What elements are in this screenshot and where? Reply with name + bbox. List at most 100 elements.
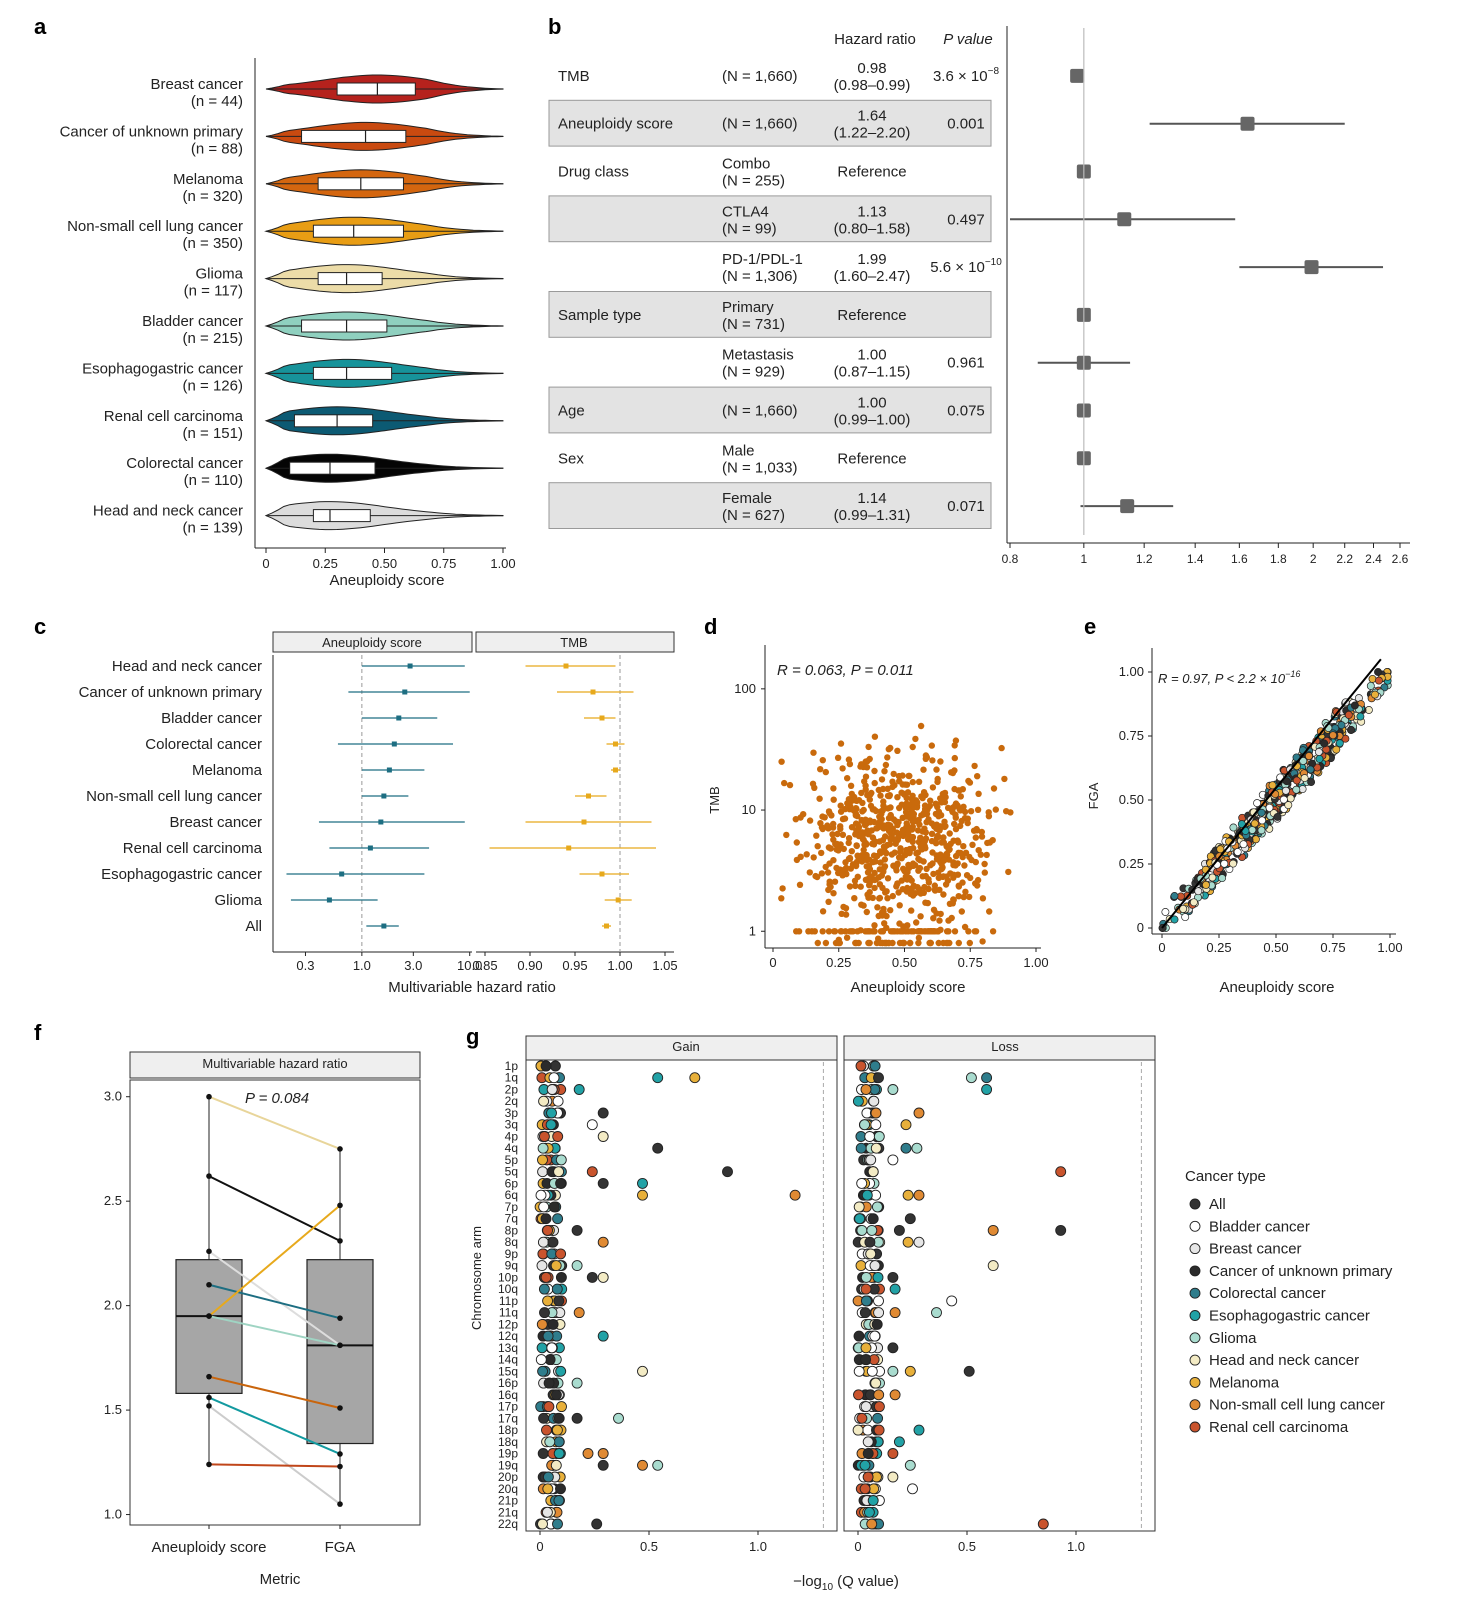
panel-g-point bbox=[637, 1177, 648, 1189]
panel-f-pair-line bbox=[208, 1405, 341, 1505]
panel-f-x-tick-label: FGA bbox=[325, 1539, 356, 1556]
panel-d-point bbox=[992, 806, 999, 813]
panel-f-pair-line bbox=[208, 1175, 341, 1242]
panel-d-point bbox=[921, 825, 928, 832]
panel-e-point bbox=[1299, 757, 1308, 765]
panel-g-point bbox=[859, 1459, 871, 1471]
panel-e-fit-line bbox=[1161, 658, 1382, 929]
panel-g-arm-label: 9p bbox=[505, 1247, 519, 1261]
panel-g-point bbox=[536, 1342, 548, 1354]
panel-d-x-tick-label: 0.75 bbox=[958, 955, 983, 970]
panel-d-point bbox=[885, 827, 893, 835]
panel-g-legend-key bbox=[1189, 1287, 1201, 1299]
panel-d-point bbox=[816, 795, 823, 802]
panel-g-frame-loss bbox=[843, 1059, 1156, 1532]
panel-g-point bbox=[887, 1154, 899, 1166]
panel-d-point bbox=[825, 928, 833, 935]
panel-d-point bbox=[796, 881, 804, 888]
panel-d-point bbox=[894, 747, 901, 754]
panel-d-point bbox=[967, 874, 974, 882]
panel-g-arm-label: 6p bbox=[505, 1176, 519, 1190]
panel-d-point bbox=[819, 908, 827, 915]
panel-f-point bbox=[337, 1315, 343, 1321]
panel-d-point bbox=[906, 849, 913, 857]
panel-d-point bbox=[846, 883, 854, 890]
panel-d-point bbox=[975, 790, 982, 797]
box bbox=[289, 461, 376, 475]
panel-g-point bbox=[542, 1330, 554, 1342]
forest-point bbox=[1304, 260, 1319, 275]
panel-g-legend-title: Cancer type bbox=[1185, 1168, 1266, 1185]
panel-letter-d: d bbox=[704, 614, 717, 639]
panel-d-point bbox=[940, 834, 947, 841]
panel-g-arm-label: 12p bbox=[498, 1317, 518, 1331]
panel-d-point bbox=[783, 831, 790, 839]
panel-d-point bbox=[850, 807, 857, 814]
table-level: Primary bbox=[722, 299, 774, 316]
panel-g-point bbox=[553, 1436, 565, 1448]
panel-g-point bbox=[543, 1401, 555, 1413]
panel-d-point bbox=[967, 808, 975, 815]
panel-g-point bbox=[553, 1166, 565, 1178]
panel-d-point bbox=[946, 830, 953, 837]
box bbox=[312, 224, 404, 238]
panel-d-point bbox=[862, 786, 869, 793]
panel-d-point bbox=[932, 887, 939, 894]
panel-g-point bbox=[552, 1095, 564, 1107]
panel-g-point bbox=[553, 1412, 565, 1424]
panel-g-legend-label: Non-small cell lung cancer bbox=[1209, 1397, 1385, 1414]
panel-g-legend-key bbox=[1189, 1332, 1201, 1344]
panel-g-point bbox=[573, 1307, 585, 1319]
panel-g-arm-label: 1q bbox=[505, 1071, 518, 1085]
panel-c-point-right bbox=[563, 663, 569, 669]
panel-g-point bbox=[586, 1119, 598, 1131]
panel-d-point bbox=[858, 901, 865, 908]
panel-d-point bbox=[834, 830, 841, 838]
panel-d-point bbox=[860, 846, 867, 854]
panel-d-point bbox=[854, 821, 861, 828]
table-n: (N = 1,660) bbox=[722, 68, 797, 85]
panel-c-tick-label-left: 1.0 bbox=[353, 958, 371, 973]
panel-d-point bbox=[878, 776, 886, 783]
panel-g-point bbox=[597, 1448, 609, 1459]
panel-d-point bbox=[814, 843, 821, 850]
table-variable: Age bbox=[558, 403, 585, 420]
panel-a-violin: 0 0.25 0.50 0.75 1.00 Breast cancer(n = 44) Ca… bbox=[60, 58, 516, 571]
panel-d-point bbox=[966, 939, 973, 947]
panel-d-point bbox=[890, 770, 897, 778]
panel-d-point bbox=[928, 837, 936, 845]
panel-c-row-label: Cancer of unknown primary bbox=[79, 684, 263, 701]
panel-d-point bbox=[1001, 775, 1008, 783]
panel-d-point bbox=[884, 792, 892, 800]
panel-g-arm-label: 12q bbox=[498, 1329, 518, 1343]
panel-c-point-right bbox=[604, 923, 609, 929]
panel-e-point bbox=[1216, 845, 1225, 854]
panel-d-point bbox=[905, 830, 912, 837]
panel-d-point bbox=[926, 939, 933, 947]
panel-e-point bbox=[1307, 778, 1316, 787]
panel-g-point bbox=[597, 1107, 609, 1119]
table-ci: (1.60–2.47) bbox=[834, 268, 911, 285]
panel-g-point bbox=[556, 1401, 567, 1413]
panel-g-point bbox=[537, 1448, 549, 1459]
panel-f-boxplot: 1.0 1.5 2.0 2.5 3.0 Aneuploidy score FGA P = 0.… bbox=[104, 1051, 421, 1556]
panel-d-point bbox=[918, 846, 926, 853]
panel-d-point bbox=[906, 772, 913, 780]
panel-f-pair-line bbox=[208, 1204, 341, 1317]
panel-e-point bbox=[1374, 676, 1383, 685]
panel-g-point bbox=[549, 1060, 561, 1072]
panel-e-point bbox=[1332, 745, 1341, 754]
panel-g-point bbox=[542, 1224, 554, 1236]
panel-d-point bbox=[819, 757, 826, 764]
panel-d-point bbox=[825, 898, 832, 905]
panel-a-row-label: Head and neck cancer bbox=[93, 503, 243, 520]
panel-c-forest: 0.3 1.0 3.0 10.00.85 0.90 0.95 1.00 1.05 Head an… bbox=[79, 631, 678, 973]
table-ci: (0.80–1.58) bbox=[834, 220, 911, 237]
panel-d-point bbox=[969, 841, 976, 848]
panel-c-xlabel: Multivariable hazard ratio bbox=[388, 979, 556, 996]
panel-a-row-label: Breast cancer bbox=[150, 76, 243, 93]
panel-g-point bbox=[902, 1189, 914, 1201]
panel-f-annotation: P = 0.084 bbox=[245, 1090, 309, 1107]
panel-g-strip-bg-loss bbox=[843, 1035, 1156, 1061]
panel-g-point bbox=[547, 1318, 559, 1330]
